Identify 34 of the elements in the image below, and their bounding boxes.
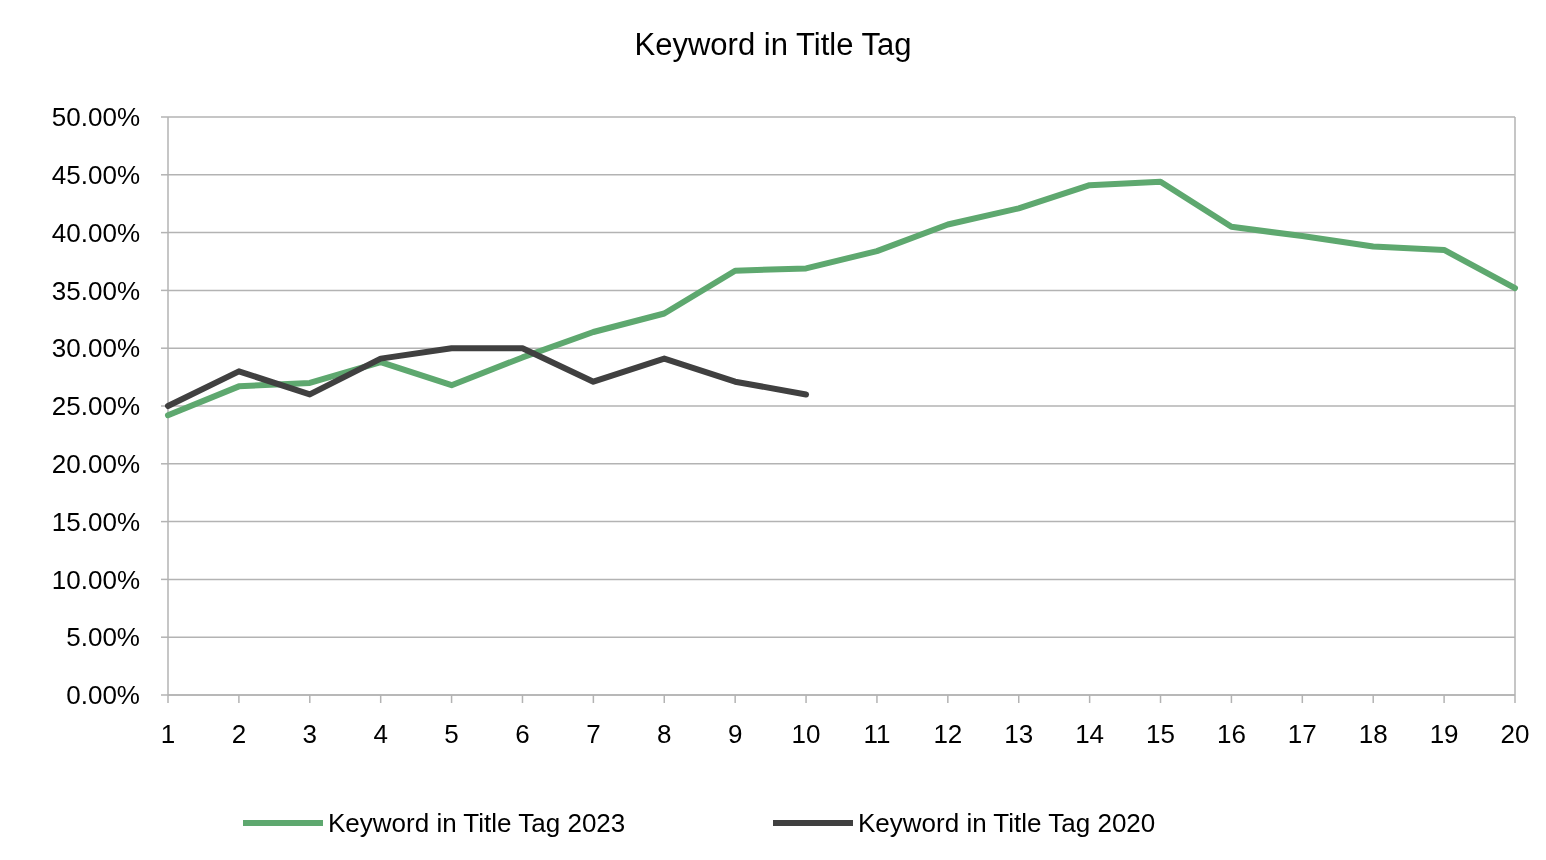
- x-tick-label: 7: [586, 719, 601, 749]
- x-tick-label: 19: [1429, 719, 1459, 749]
- x-tick-label: 17: [1287, 719, 1317, 749]
- x-tick-label: 16: [1216, 719, 1246, 749]
- x-tick-label: 4: [373, 719, 388, 749]
- x-tick-label: 11: [863, 719, 891, 749]
- x-tick-label: 9: [727, 719, 743, 749]
- x-tick-label: 1: [160, 719, 176, 749]
- y-tick-label: 0.00%: [66, 680, 140, 711]
- x-tick-label: 20: [1500, 719, 1530, 749]
- legend-label: Keyword in Title Tag 2023: [328, 808, 626, 839]
- x-tick-label: 8: [657, 719, 672, 749]
- x-tick-label: 3: [302, 719, 318, 749]
- y-tick-label: 5.00%: [66, 622, 140, 653]
- x-tick-label: 12: [933, 719, 963, 749]
- y-tick-label: 35.00%: [51, 275, 140, 306]
- y-tick-label: 40.00%: [51, 217, 140, 248]
- legend-label: Keyword in Title Tag 2020: [858, 808, 1156, 839]
- y-tick-label: 30.00%: [51, 333, 140, 364]
- x-tick-label: 14: [1075, 719, 1105, 749]
- y-tick-label: 10.00%: [51, 564, 140, 595]
- x-tick-label: 18: [1358, 719, 1388, 749]
- x-tick-label: 10: [791, 719, 821, 749]
- y-tick-label: 25.00%: [51, 391, 140, 422]
- y-tick-label: 15.00%: [51, 506, 140, 537]
- x-tick-label: 6: [515, 719, 530, 749]
- x-tick-label: 13: [1004, 719, 1034, 749]
- y-tick-label: 20.00%: [51, 448, 140, 479]
- y-tick-label: 45.00%: [51, 159, 140, 190]
- x-tick-label: 5: [444, 719, 459, 749]
- chart-title: Keyword in Title Tag: [634, 27, 912, 62]
- y-tick-label: 50.00%: [51, 102, 140, 133]
- x-tick-label: 15: [1146, 719, 1175, 749]
- x-tick-label: 2: [231, 719, 247, 749]
